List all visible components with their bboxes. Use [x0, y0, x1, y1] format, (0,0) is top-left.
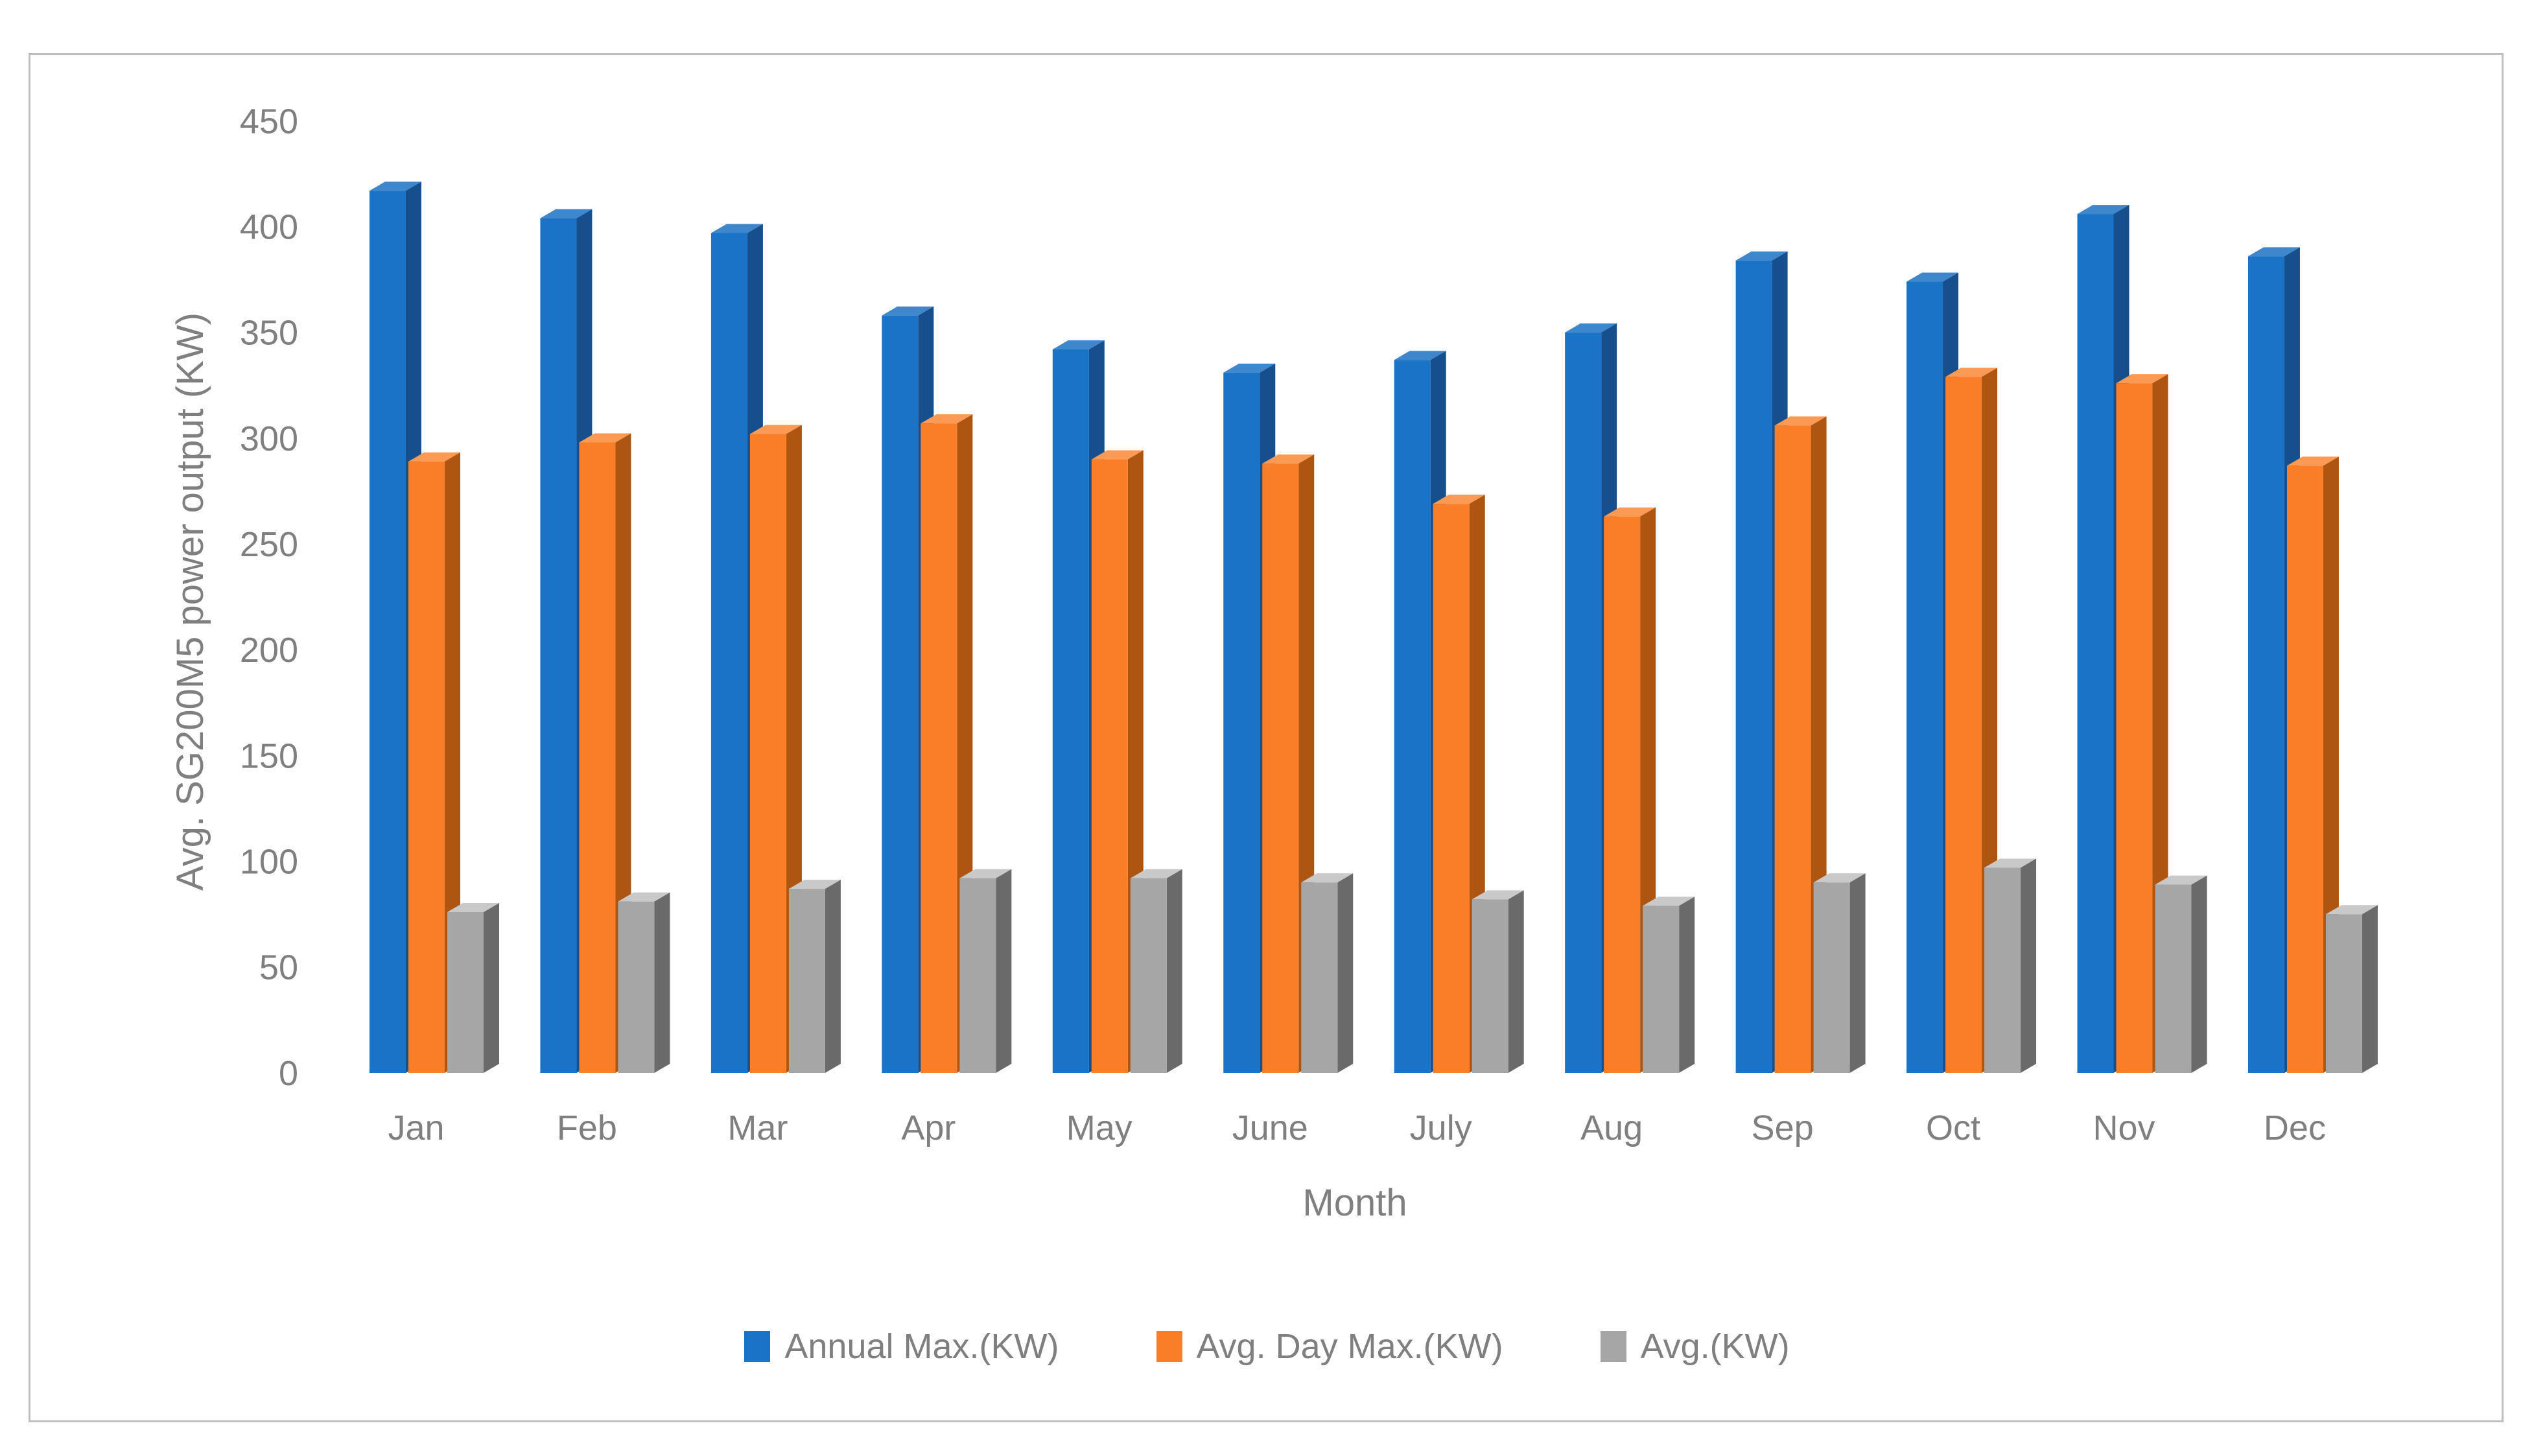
x-tick-label-june: June [1232, 1109, 1308, 1147]
legend-item-avg: Avg.(KW) [1600, 1326, 1790, 1367]
bar-avg-nov [2155, 875, 2207, 1073]
y-tick-label-250: 250 [240, 525, 298, 564]
legend-label-avg: Avg.(KW) [1640, 1327, 1790, 1366]
bar-avg-july [1472, 890, 1524, 1073]
y-tick-label-100: 100 [240, 843, 298, 882]
bar-avg-mar [788, 880, 841, 1073]
y-tick-label-300: 300 [240, 419, 298, 458]
chart-border [29, 53, 2504, 1422]
legend-label-annual-max: Annual Max.(KW) [784, 1327, 1059, 1366]
bar-avg-day-max-july [1433, 495, 1485, 1073]
bar-avg-oct [1984, 858, 2037, 1073]
legend-label-avg-day-max: Avg. Day Max.(KW) [1196, 1327, 1503, 1366]
y-tick-label-350: 350 [240, 314, 298, 353]
x-tick-label-oct: Oct [1926, 1109, 1980, 1147]
legend: Annual Max.(KW) Avg. Day Max.(KW) Avg.(K… [0, 1326, 2534, 1367]
bar-avg-day-max-jan [408, 452, 460, 1073]
y-tick-label-200: 200 [240, 631, 298, 670]
bar-avg-sep [1813, 873, 1866, 1073]
x-tick-label-july: July [1410, 1109, 1472, 1147]
x-tick-label-jan: Jan [388, 1109, 444, 1147]
bar-avg-june [1301, 873, 1354, 1073]
y-tick-label-0: 0 [279, 1054, 298, 1093]
legend-item-avg-day-max: Avg. Day Max.(KW) [1156, 1326, 1503, 1367]
bar-avg-may [1130, 869, 1182, 1073]
x-tick-label-feb: Feb [557, 1109, 617, 1147]
x-tick-label-mar: Mar [727, 1109, 788, 1147]
x-tick-label-nov: Nov [2093, 1109, 2155, 1147]
x-tick-label-may: May [1066, 1109, 1132, 1147]
bar-avg-day-max-oct [1945, 368, 1998, 1074]
y-axis-title: Avg. SG200M5 power output (KW) [169, 312, 211, 891]
legend-swatch-avg-day-max [1156, 1331, 1182, 1362]
x-tick-label-dec: Dec [2264, 1109, 2326, 1147]
x-tick-label-apr: Apr [901, 1109, 956, 1147]
legend-swatch-annual-max [744, 1331, 771, 1362]
bar-annual-max-june [1223, 363, 1276, 1074]
legend-swatch-avg [1600, 1331, 1626, 1362]
bar-avg-apr [959, 869, 1012, 1073]
y-tick-label-450: 450 [240, 102, 298, 141]
y-tick-label-400: 400 [240, 208, 298, 247]
legend-item-annual-max: Annual Max.(KW) [744, 1326, 1059, 1367]
x-axis-title: Month [1302, 1182, 1407, 1224]
y-tick-label-50: 50 [259, 948, 298, 987]
bar-avg-aug [1643, 897, 1695, 1073]
bar-avg-jan [447, 902, 499, 1073]
x-tick-label-sep: Sep [1752, 1109, 1814, 1147]
bar-avg-dec [2325, 905, 2378, 1073]
x-tick-label-aug: Aug [1580, 1109, 1643, 1147]
bar-avg-feb [618, 892, 670, 1073]
y-tick-label-150: 150 [240, 736, 298, 775]
